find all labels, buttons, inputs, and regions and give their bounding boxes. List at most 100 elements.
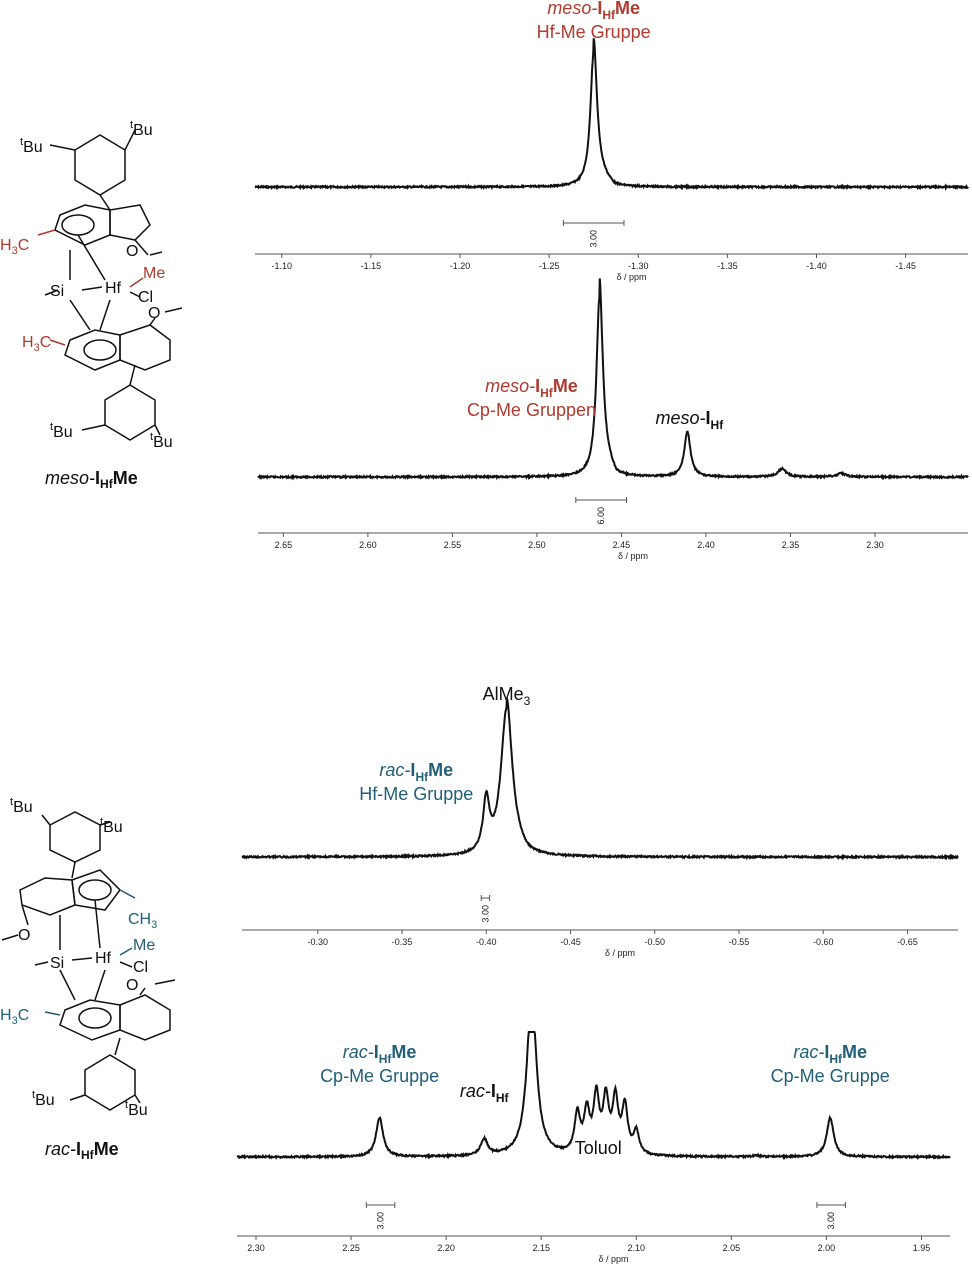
rac-bond bbox=[1, 934, 19, 941]
integral-value: 3.00 bbox=[480, 905, 490, 923]
rac-bond bbox=[59, 969, 76, 1001]
x-tick-label: 2.55 bbox=[444, 540, 462, 550]
rac-bond bbox=[34, 961, 49, 966]
rac-si-label: Si bbox=[50, 955, 64, 972]
meso-cp-ring bbox=[83, 339, 117, 361]
x-tick-label: -0.50 bbox=[644, 937, 665, 947]
meso-bond bbox=[77, 234, 106, 281]
rac-compound-name: rac-IHfMe bbox=[45, 1139, 119, 1162]
meso-bond bbox=[49, 339, 66, 346]
rac-tbu-label: tBu bbox=[100, 816, 123, 836]
spectrum-line bbox=[257, 278, 969, 481]
x-tick-label: 2.15 bbox=[532, 1243, 550, 1253]
meso-tbu-label: tBu bbox=[130, 119, 153, 139]
meso-bond bbox=[81, 286, 103, 291]
rac-upper-benzo bbox=[19, 877, 76, 916]
peak-annotation: Cp-Me Gruppen bbox=[467, 400, 596, 420]
meso-lower-cp bbox=[64, 329, 121, 371]
meso-si-label: Si bbox=[50, 283, 64, 300]
rac-bond bbox=[71, 861, 76, 879]
x-tick-label: 1.95 bbox=[913, 1243, 931, 1253]
meso-bottom-aryl-ring bbox=[104, 384, 156, 441]
spectrum-line bbox=[241, 697, 959, 861]
spectrum-line bbox=[236, 1031, 951, 1161]
meso-ch3-label: H3C bbox=[22, 334, 51, 354]
meso-bond bbox=[164, 307, 183, 313]
x-tick-label: -1.40 bbox=[806, 261, 827, 271]
meso-cl-label: Cl bbox=[138, 289, 153, 306]
rac-ch3-label: CH3 bbox=[128, 911, 157, 931]
meso-hf-label: Hf bbox=[105, 280, 122, 297]
x-tick-label: -1.20 bbox=[450, 261, 471, 271]
x-tick-label: 2.10 bbox=[628, 1243, 646, 1253]
x-tick-label: 2.35 bbox=[782, 540, 800, 550]
meso-bond bbox=[99, 299, 111, 331]
rac-ch3-label: H3C bbox=[0, 1007, 29, 1027]
integral-value: 6.00 bbox=[596, 507, 606, 525]
peak-annotation: rac-IHf bbox=[460, 1081, 510, 1105]
meso-bond bbox=[124, 129, 136, 151]
meso-tbu-label: tBu bbox=[50, 421, 73, 441]
x-axis-label: δ / ppm bbox=[598, 1254, 628, 1264]
meso-bond bbox=[37, 229, 56, 236]
x-axis-label: δ / ppm bbox=[605, 948, 635, 958]
rac-tbu-label: tBu bbox=[125, 1099, 148, 1119]
rac-tbu-label: tBu bbox=[10, 796, 33, 816]
x-tick-label: -0.60 bbox=[813, 937, 834, 947]
rac-bond bbox=[71, 957, 93, 961]
rac-cl-label: Cl bbox=[133, 959, 148, 976]
x-tick-label: -1.35 bbox=[717, 261, 738, 271]
rac-bond bbox=[94, 969, 106, 1001]
x-tick-label: -1.30 bbox=[628, 261, 649, 271]
x-tick-label: 2.30 bbox=[866, 540, 884, 550]
spectra-panels: -1.10 -1.15 -1.20 -1.25 -1.30 -1.35 -1.40 -1.45… bbox=[236, 0, 969, 1264]
x-tick-label: -1.15 bbox=[361, 261, 382, 271]
meso-me-label: Me bbox=[143, 265, 165, 282]
integral-value: 3.00 bbox=[376, 1212, 386, 1230]
spectrum-panel-3: -0.30 -0.35 -0.40 -0.45 -0.50 -0.55 -0.60 -0.65… bbox=[241, 684, 959, 958]
rac-bond bbox=[69, 1094, 86, 1101]
rac-hf-label: Hf bbox=[95, 950, 112, 967]
meso-bond bbox=[129, 277, 144, 288]
meso-bond bbox=[99, 194, 111, 211]
meso-o-label: O bbox=[126, 243, 138, 260]
peak-annotation: meso-IHfMe bbox=[547, 0, 640, 22]
x-tick-label: -0.30 bbox=[308, 937, 329, 947]
peak-annotation: rac-IHfMe bbox=[379, 760, 453, 784]
x-tick-label: -0.55 bbox=[729, 937, 750, 947]
rac-bond bbox=[21, 904, 29, 926]
meso-structure bbox=[37, 129, 183, 441]
integral-value: 3.00 bbox=[826, 1212, 836, 1230]
x-tick-label: 2.05 bbox=[723, 1243, 741, 1253]
meso-top-aryl-ring bbox=[74, 134, 126, 196]
rac-upper-cp bbox=[71, 869, 121, 911]
x-axis-label: δ / ppm bbox=[618, 551, 648, 561]
meso-bond bbox=[44, 289, 59, 296]
meso-compound-name: meso-IHfMe bbox=[45, 468, 138, 491]
meso-bond bbox=[129, 291, 141, 298]
meso-cp-ring bbox=[61, 214, 95, 236]
peak-annotation: Hf-Me Gruppe bbox=[537, 22, 651, 42]
meso-upper-indenyl bbox=[109, 204, 151, 241]
spectrum-panel-2: 2.65 2.60 2.55 2.50 2.45 2.40 2.35 2.30 δ / ppm 6… bbox=[257, 278, 969, 561]
rac-o-label: O bbox=[126, 977, 138, 994]
rac-bond bbox=[119, 947, 133, 956]
spectrum-panel-4: 2.30 2.25 2.20 2.15 2.10 2.05 2.00 1.95 δ / ppm 3… bbox=[236, 1031, 951, 1264]
x-tick-label: -0.65 bbox=[897, 937, 918, 947]
x-tick-label: 2.60 bbox=[359, 540, 377, 550]
rac-cp-ring bbox=[78, 1007, 112, 1029]
meso-bond bbox=[129, 364, 136, 386]
meso-bond bbox=[149, 251, 163, 256]
meso-tbu-label: tBu bbox=[150, 431, 173, 451]
rac-bond bbox=[99, 821, 111, 826]
meso-ch3-label: H3C bbox=[0, 237, 29, 257]
meso-tbu-label: tBu bbox=[20, 136, 43, 156]
x-tick-label: -0.35 bbox=[392, 937, 413, 947]
rac-cp-ring bbox=[78, 879, 112, 901]
meso-bond bbox=[49, 144, 76, 151]
rac-tbu-label: tBu bbox=[32, 1089, 55, 1109]
rac-bond bbox=[119, 889, 136, 899]
rac-bond bbox=[44, 1011, 61, 1016]
peak-annotation: rac-IHfMe bbox=[343, 1042, 417, 1066]
